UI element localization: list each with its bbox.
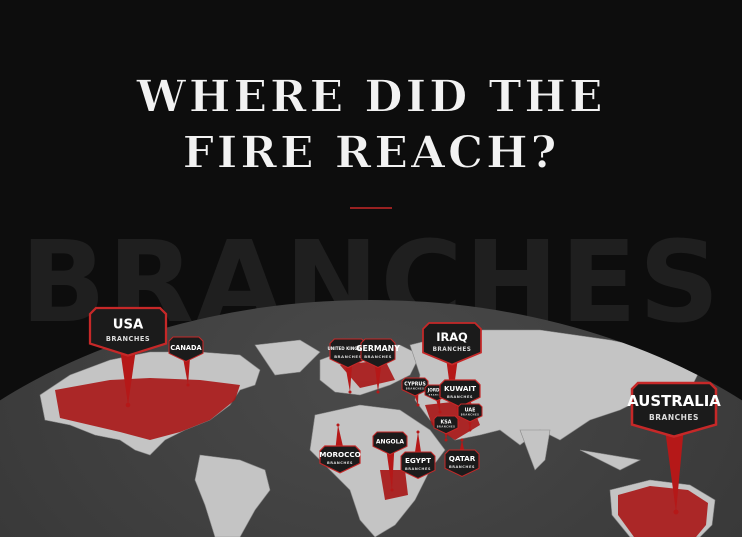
pin-sub: BRANCHES [437, 426, 456, 429]
pin: MOROCCO BRANCHES [319, 423, 361, 474]
greenland [254, 339, 321, 376]
europe-region [340, 360, 395, 388]
title-line: WHERE DID THE [135, 72, 605, 123]
pin-badge [168, 336, 204, 363]
pin-sub: BRANCHES [334, 354, 362, 359]
pin-sub: BRANCHES [461, 414, 480, 417]
pin-name: ANGOLA [376, 439, 405, 446]
pin-drop [468, 428, 472, 432]
pin-badge [422, 322, 482, 366]
pin-name: KUWAIT [444, 384, 476, 393]
title-line: FIRE REACH? [183, 128, 560, 179]
pin-name: QATAR [449, 454, 476, 463]
pin: QATAR BRANCHES [444, 438, 480, 478]
pin: AUSTRALIA BRANCHES [627, 381, 721, 515]
pin-drop [460, 438, 464, 442]
pin-name: JORDAN [427, 387, 447, 392]
pin-sub: BRANCHES [433, 347, 472, 353]
pin: IRAQ BRANCHES [422, 322, 482, 404]
pin-name: USA [113, 318, 144, 333]
pin-sub: BRANCHES [364, 354, 392, 359]
pin-drop [125, 402, 131, 408]
pin-name: GERMANY [356, 344, 400, 353]
pin-sub: BRANCHES [327, 461, 353, 465]
pin-name: EGYPT [405, 456, 431, 465]
pin-badge [319, 445, 361, 474]
pin-sub: BRANCHES [406, 388, 425, 391]
pin: USA BRANCHES [88, 306, 168, 408]
pin-drop [444, 438, 448, 442]
pin-name: CYPRUS [404, 382, 426, 388]
pin-badge [444, 449, 480, 478]
pin-badge [400, 451, 436, 480]
pin-badge [433, 415, 459, 435]
africa [309, 404, 446, 537]
pin-name: IRAQ [436, 330, 468, 344]
pin-badge [360, 338, 396, 369]
pin-name: CANADA [170, 344, 202, 352]
pin: CANADA [168, 336, 204, 387]
pin-name: AUSTRALIA [627, 392, 721, 410]
pin-drop [416, 430, 420, 434]
pin-sub: BRANCHES [447, 395, 473, 399]
pin: EGYPT BRANCHES [400, 430, 436, 480]
pin-sub: BRANCHES [106, 335, 150, 343]
pin-sub: BRANCHES [429, 394, 446, 396]
pin-drop [186, 383, 190, 387]
pin-sub: BRANCHES [449, 465, 475, 469]
pin-badge [439, 379, 481, 408]
pin: ANGOLA [372, 431, 408, 492]
pin-name: KSA [441, 420, 452, 426]
islands [579, 449, 641, 471]
pin-drop [348, 390, 352, 394]
pin-badge [457, 403, 483, 423]
australia-region [618, 486, 708, 537]
south-america [194, 454, 271, 537]
pin-drop [390, 488, 394, 492]
pin: UNITED KINGDOM BRANCHES [327, 338, 369, 394]
pin-name: MOROCCO [319, 450, 361, 459]
pin-drop [336, 423, 340, 427]
angola-region [380, 470, 408, 500]
pin-badge [88, 306, 168, 357]
pin-sub: BRANCHES [649, 413, 699, 422]
pin-drop [416, 403, 420, 407]
pin-name: UAE [465, 408, 476, 414]
pin-drop [673, 509, 679, 515]
pin-drop [376, 390, 380, 394]
pin-drop [438, 410, 442, 414]
pin-sub: BRANCHES [405, 467, 431, 471]
india [519, 429, 551, 471]
pin-badge [372, 431, 408, 456]
usa-region [55, 378, 240, 440]
pin-badge [630, 381, 718, 438]
pin-name: UNITED KINGDOM [327, 346, 368, 351]
